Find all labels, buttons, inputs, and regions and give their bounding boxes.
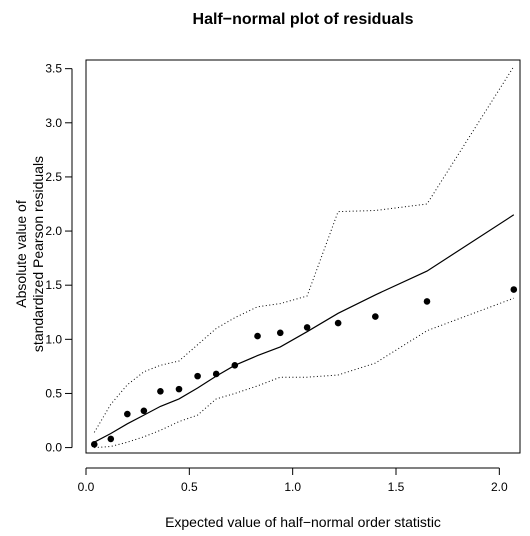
y-axis-label: Absolute value of standardized Pearson r…	[13, 156, 46, 352]
y-tick-label: 3.5	[45, 62, 62, 76]
residual-point	[90, 441, 98, 448]
residual-point	[140, 407, 148, 415]
x-tick-label: 1.0	[284, 480, 301, 494]
y-tick-label: 2.0	[45, 224, 62, 238]
residual-point	[194, 372, 201, 380]
x-tick-label: 0.0	[78, 480, 95, 494]
y-tick-label: 2.5	[45, 170, 62, 184]
x-tick-label: 2.0	[491, 480, 508, 494]
simulated-mean-line	[94, 214, 515, 443]
x-tick-label: 1.5	[388, 480, 405, 494]
chart-title: Half−normal plot of residuals	[193, 11, 414, 28]
residual-point	[372, 313, 379, 320]
x-tick-label: 0.5	[181, 480, 198, 494]
residual-point	[124, 410, 131, 418]
lower-envelope-line	[94, 297, 514, 449]
residual-point	[423, 298, 431, 305]
y-axis-label-line-2: standardized Pearson residuals	[30, 156, 46, 352]
residual-point	[157, 387, 164, 395]
y-tick-label: 0.5	[45, 386, 62, 400]
plot-frame	[85, 59, 521, 454]
residual-point	[334, 319, 342, 327]
y-axis-label-line-1: Absolute value of	[13, 200, 29, 308]
upper-envelope-line	[93, 66, 515, 433]
y-tick-label: 3.0	[45, 116, 62, 130]
residual-point	[107, 435, 115, 443]
residual-point	[276, 329, 284, 337]
residual-point	[175, 385, 183, 393]
y-tick-label: 1.0	[45, 332, 62, 346]
y-tick-label: 0.0	[45, 441, 62, 455]
x-axis-label: Expected value of half−normal order stat…	[165, 514, 441, 530]
residual-point	[510, 286, 518, 293]
y-tick-label: 1.5	[45, 278, 62, 292]
residual-point	[254, 332, 261, 340]
residual-point	[303, 324, 311, 331]
axes: 0.0 0.5 1.0 1.5 2.0 0.0 0.5 1.0 1.5 2.0 2.5 3.0 3.5	[45, 62, 508, 494]
series-layer	[90, 66, 518, 449]
